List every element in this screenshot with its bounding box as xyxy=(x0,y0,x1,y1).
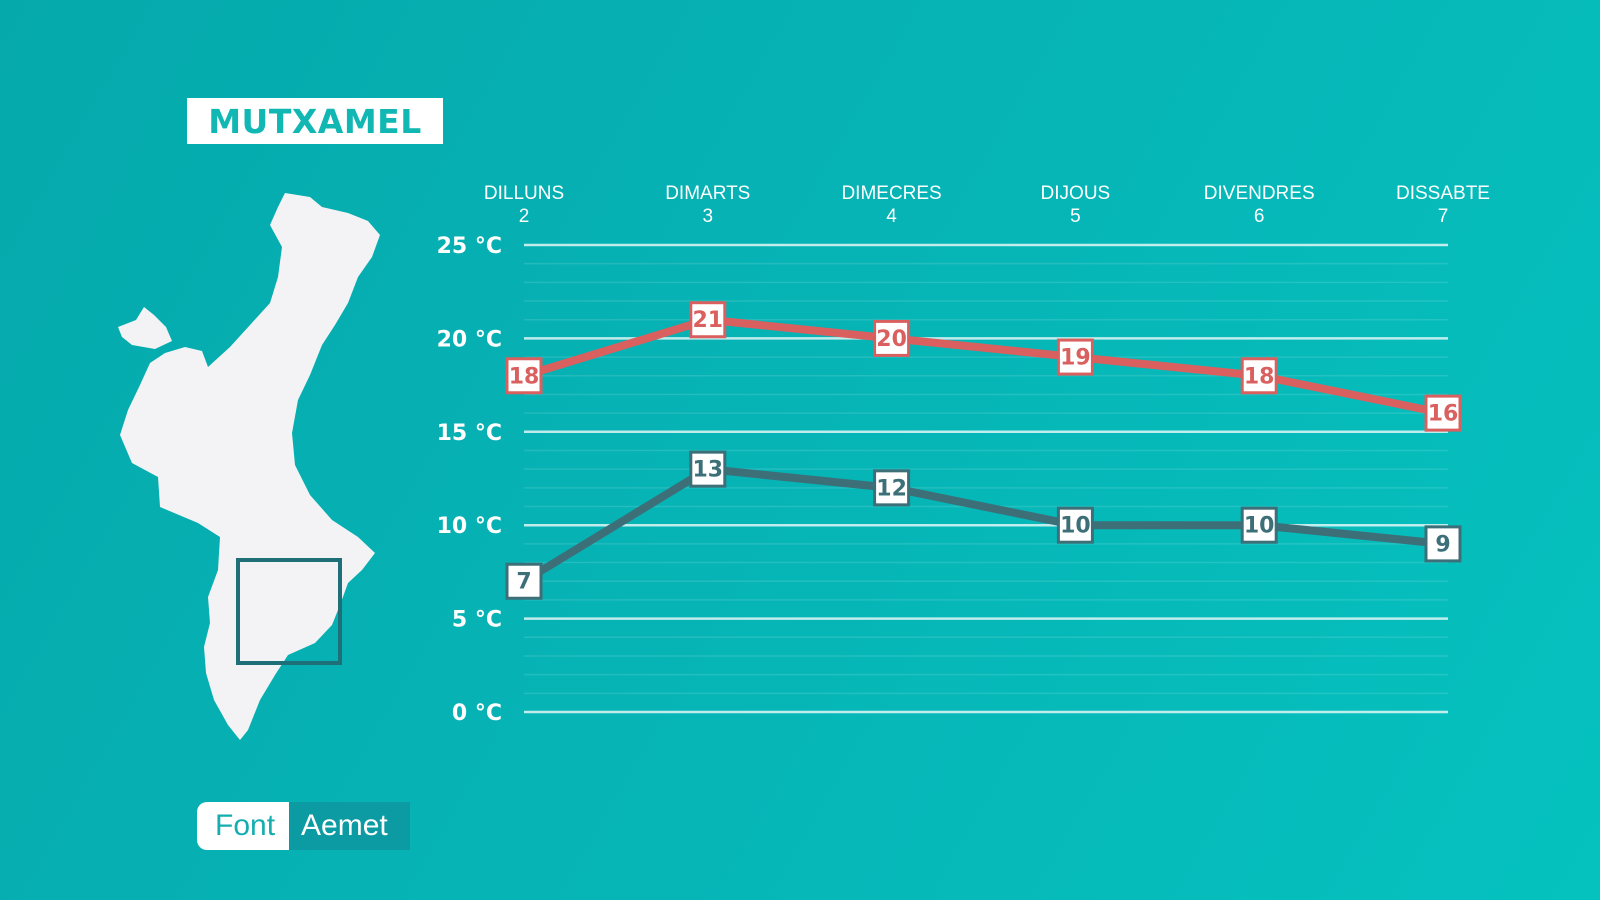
min-point-marker xyxy=(873,469,911,507)
max-data-label: 16 xyxy=(1428,402,1459,427)
min-data-label: 12 xyxy=(876,476,907,501)
y-tick-label: 15 °C xyxy=(437,421,502,446)
min-temperature-point: 7 xyxy=(505,562,543,600)
min-point-marker xyxy=(1424,525,1462,563)
location-title: MUTXAMEL xyxy=(208,101,422,141)
max-temperature-point: 18 xyxy=(505,357,543,395)
min-point-marker xyxy=(689,450,727,488)
source-label: Font xyxy=(197,802,290,850)
max-point-marker xyxy=(1424,394,1462,432)
min-temperature-point: 10 xyxy=(1056,506,1094,544)
x-day-name: DIMARTS xyxy=(665,183,750,204)
x-day-number: 2 xyxy=(519,206,530,227)
x-day-number: 5 xyxy=(1070,206,1081,227)
x-day-name: DIVENDRES xyxy=(1204,183,1315,204)
min-data-label: 10 xyxy=(1244,514,1275,539)
max-temperature-point: 18 xyxy=(1240,357,1278,395)
source-value: Aemet xyxy=(289,802,410,850)
max-temperature-point: 19 xyxy=(1056,338,1094,376)
chart-series: 18 21 20 19 18 16 7 13 12 10 10 9 xyxy=(505,301,1462,600)
max-data-label: 18 xyxy=(1244,364,1275,389)
min-point-marker xyxy=(1240,506,1278,544)
min-temperature-line xyxy=(520,465,1447,586)
min-temperature-point: 12 xyxy=(873,469,911,507)
max-data-label: 18 xyxy=(509,364,540,389)
x-day-number: 4 xyxy=(886,206,897,227)
region-map-shape xyxy=(120,193,380,740)
max-point-marker xyxy=(505,357,543,395)
location-title-badge: MUTXAMEL xyxy=(187,98,443,144)
y-tick-label: 20 °C xyxy=(437,327,502,352)
min-point-marker xyxy=(1056,506,1094,544)
max-temperature-point: 21 xyxy=(689,301,727,339)
chart-grid xyxy=(524,243,1448,714)
max-point-marker xyxy=(873,319,911,357)
max-data-label: 20 xyxy=(876,327,907,352)
min-data-label: 9 xyxy=(1435,532,1450,557)
min-temperature-point: 10 xyxy=(1240,506,1278,544)
region-map-inland-enclave xyxy=(118,307,172,349)
min-data-label: 13 xyxy=(692,458,723,483)
x-day-name: DIMECRES xyxy=(841,183,941,204)
region-map xyxy=(110,185,400,755)
max-temperature-point: 20 xyxy=(873,319,911,357)
x-day-number: 3 xyxy=(703,206,714,227)
min-data-label: 10 xyxy=(1060,514,1091,539)
x-day-number: 6 xyxy=(1254,206,1265,227)
max-point-marker xyxy=(1240,357,1278,395)
y-tick-label: 10 °C xyxy=(437,514,502,539)
x-day-name: DILLUNS xyxy=(484,183,564,204)
x-day-name: DISSABTE xyxy=(1396,183,1490,204)
min-data-label: 7 xyxy=(516,570,531,595)
y-axis-ticks: 25 °C 20 °C 15 °C 10 °C 5 °C 0 °C xyxy=(437,234,502,726)
x-day-number: 7 xyxy=(1438,206,1449,227)
y-tick-label: 5 °C xyxy=(452,608,502,633)
max-point-marker xyxy=(689,301,727,339)
min-temperature-point: 13 xyxy=(689,450,727,488)
x-day-name: DIJOUS xyxy=(1041,183,1111,204)
max-data-label: 19 xyxy=(1060,346,1091,371)
y-tick-label: 0 °C xyxy=(452,701,502,726)
map-highlight-box xyxy=(236,558,342,665)
max-temperature-point: 16 xyxy=(1424,394,1462,432)
y-tick-label: 25 °C xyxy=(437,234,502,259)
max-point-marker xyxy=(1056,338,1094,376)
source-badge: Font Aemet xyxy=(197,802,410,850)
max-temperature-line xyxy=(520,315,1447,418)
min-temperature-point: 9 xyxy=(1424,525,1462,563)
max-data-label: 21 xyxy=(692,308,723,333)
min-point-marker xyxy=(505,562,543,600)
